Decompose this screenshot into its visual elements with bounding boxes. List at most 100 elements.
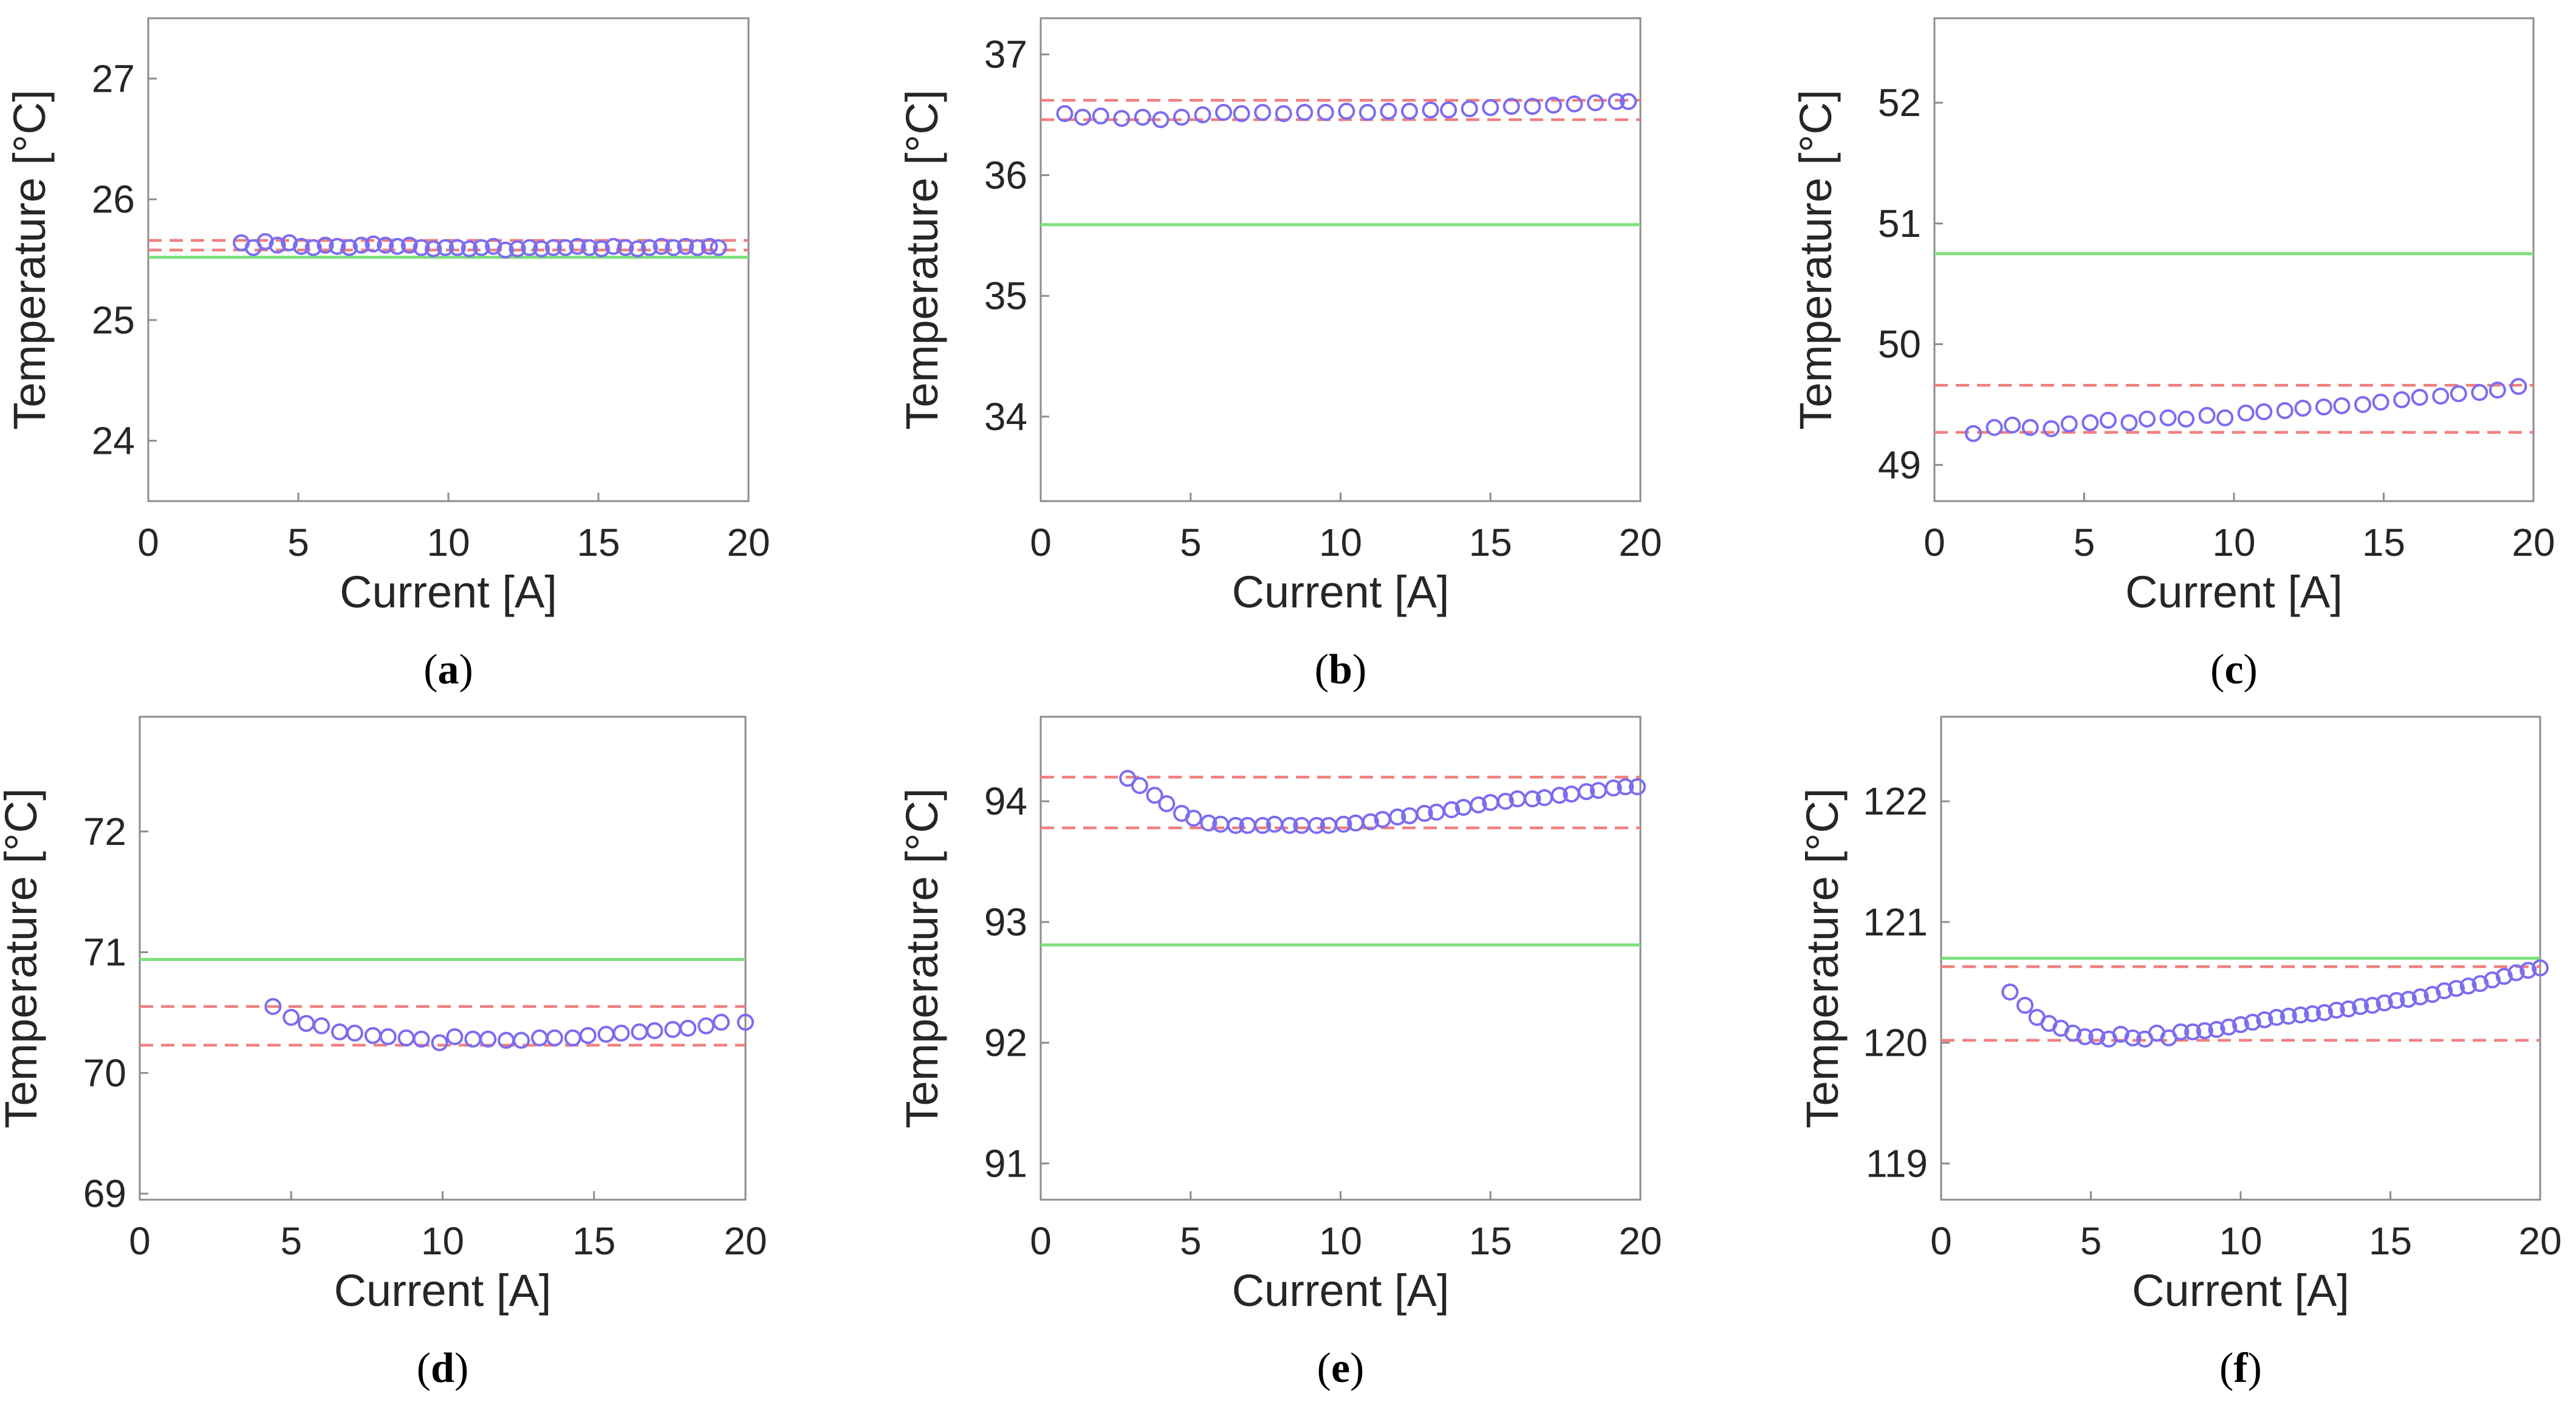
y-tick-label-f-0: 119 [1866, 1141, 1928, 1185]
data-point-e-6 [1200, 814, 1218, 832]
x-tick-label-c-1: 5 [2074, 521, 2095, 564]
data-point-f-5 [2064, 1024, 2081, 1042]
data-point-f-0 [2001, 983, 2019, 1001]
data-point-b-28 [1620, 93, 1637, 111]
data-point-f-16 [2196, 1022, 2213, 1039]
data-point-a-20 [473, 239, 490, 256]
data-point-a-9 [340, 239, 358, 256]
x-tick-label-e-4: 20 [1619, 1219, 1662, 1263]
data-point-e-24 [1443, 801, 1461, 819]
data-point-f-14 [2172, 1023, 2190, 1041]
x-tick-label-d-0: 0 [129, 1219, 151, 1263]
data-point-a-4 [281, 234, 298, 251]
data-point-c-7 [2099, 411, 2117, 429]
x-axis-label-e: Current [A] [1232, 1265, 1450, 1316]
data-point-f-34 [2411, 988, 2429, 1006]
data-point-c-19 [2333, 397, 2351, 414]
data-point-e-5 [1185, 809, 1202, 827]
data-point-a-8 [329, 238, 346, 255]
data-point-e-1 [1131, 777, 1148, 795]
data-point-a-18 [448, 239, 466, 256]
data-point-c-13 [2216, 409, 2234, 426]
x-tick-label-e-0: 0 [1030, 1219, 1052, 1263]
y-axis-label-f: Temperature [°C] [1797, 788, 1848, 1128]
data-point-e-3 [1158, 795, 1176, 813]
panel-e: 0 5 10 15 20 91 92 93 94 Current [A] Temperature [… [897, 716, 1662, 1392]
data-point-c-18 [2315, 398, 2332, 415]
x-tick-label-a-3: 15 [577, 521, 620, 564]
data-point-d-23 [646, 1022, 663, 1039]
y-tick-label-d-0: 69 [83, 1172, 126, 1215]
data-point-d-15 [513, 1031, 530, 1049]
x-tick-label-a-0: 0 [137, 521, 159, 564]
data-point-e-2 [1146, 787, 1163, 804]
data-point-b-6 [1173, 108, 1190, 126]
data-point-c-4 [2043, 420, 2060, 437]
data-point-c-28 [2510, 378, 2527, 395]
data-point-e-16 [1335, 815, 1352, 833]
data-point-a-14 [400, 236, 418, 254]
data-point-a-32 [617, 239, 634, 256]
data-point-a-22 [496, 241, 514, 259]
data-point-e-12 [1281, 816, 1298, 834]
data-point-f-31 [2376, 994, 2393, 1012]
x-tick-label-b-4: 20 [1619, 521, 1662, 564]
data-point-c-6 [2081, 414, 2099, 431]
data-point-a-35 [653, 238, 670, 255]
data-point-f-33 [2400, 991, 2417, 1008]
data-point-d-13 [479, 1030, 497, 1048]
y-tick-label-e-3: 94 [984, 779, 1027, 823]
data-point-f-39 [2472, 975, 2489, 993]
data-point-c-21 [2372, 394, 2389, 411]
y-tick-label-b-3: 37 [984, 33, 1027, 77]
data-point-f-19 [2232, 1016, 2249, 1033]
data-point-c-1 [1985, 419, 2003, 436]
data-point-e-22 [1416, 805, 1433, 822]
data-point-b-4 [1134, 108, 1151, 126]
data-point-d-0 [264, 998, 282, 1015]
data-point-e-38 [1629, 778, 1646, 796]
data-point-e-8 [1227, 816, 1244, 834]
data-point-c-12 [2198, 406, 2216, 424]
data-point-f-22 [2268, 1008, 2286, 1026]
data-point-d-19 [579, 1027, 597, 1044]
panel-caption-b: (b) [1315, 646, 1367, 693]
data-point-d-17 [546, 1029, 563, 1047]
data-point-b-15 [1358, 104, 1376, 121]
x-tick-label-f-2: 10 [2219, 1219, 2262, 1263]
data-point-e-34 [1578, 783, 1595, 801]
x-tick-label-b-2: 10 [1319, 521, 1362, 564]
data-point-c-15 [2255, 403, 2273, 420]
x-axis-label-f: Current [A] [2132, 1265, 2349, 1316]
data-point-f-43 [2519, 962, 2537, 979]
data-point-f-28 [2340, 1000, 2357, 1017]
data-point-f-26 [2316, 1003, 2334, 1021]
data-point-a-25 [533, 240, 550, 258]
data-point-e-20 [1389, 808, 1406, 826]
data-point-a-38 [689, 239, 707, 256]
data-point-a-15 [413, 239, 430, 256]
data-point-b-24 [1544, 97, 1562, 114]
data-point-f-30 [2363, 997, 2381, 1014]
data-point-c-9 [2139, 410, 2156, 428]
x-tick-label-f-1: 5 [2080, 1219, 2102, 1263]
panel-d: 0 5 10 15 20 69 70 71 72 Current [A] Temperature [… [0, 716, 767, 1392]
data-point-b-10 [1254, 104, 1272, 121]
y-tick-label-c-0: 49 [1878, 443, 1921, 487]
data-point-a-28 [569, 238, 586, 255]
data-point-a-31 [605, 238, 622, 255]
data-point-a-11 [365, 235, 382, 253]
panel-c: 0 5 10 15 20 49 50 51 52 Current [A] Temperature [… [1790, 17, 2555, 693]
x-tick-label-c-4: 20 [2512, 521, 2555, 564]
data-point-c-11 [2177, 410, 2195, 428]
data-point-e-28 [1496, 793, 1514, 810]
y-tick-label-d-2: 71 [83, 931, 126, 974]
x-tick-label-c-3: 15 [2362, 521, 2405, 564]
data-point-b-13 [1317, 104, 1334, 121]
x-tick-label-d-4: 20 [724, 1219, 767, 1263]
data-point-a-39 [701, 238, 718, 255]
y-tick-label-d-3: 72 [83, 810, 126, 853]
data-point-d-1 [283, 1008, 300, 1026]
x-tick-label-a-2: 10 [426, 521, 470, 564]
data-point-a-23 [509, 240, 526, 258]
